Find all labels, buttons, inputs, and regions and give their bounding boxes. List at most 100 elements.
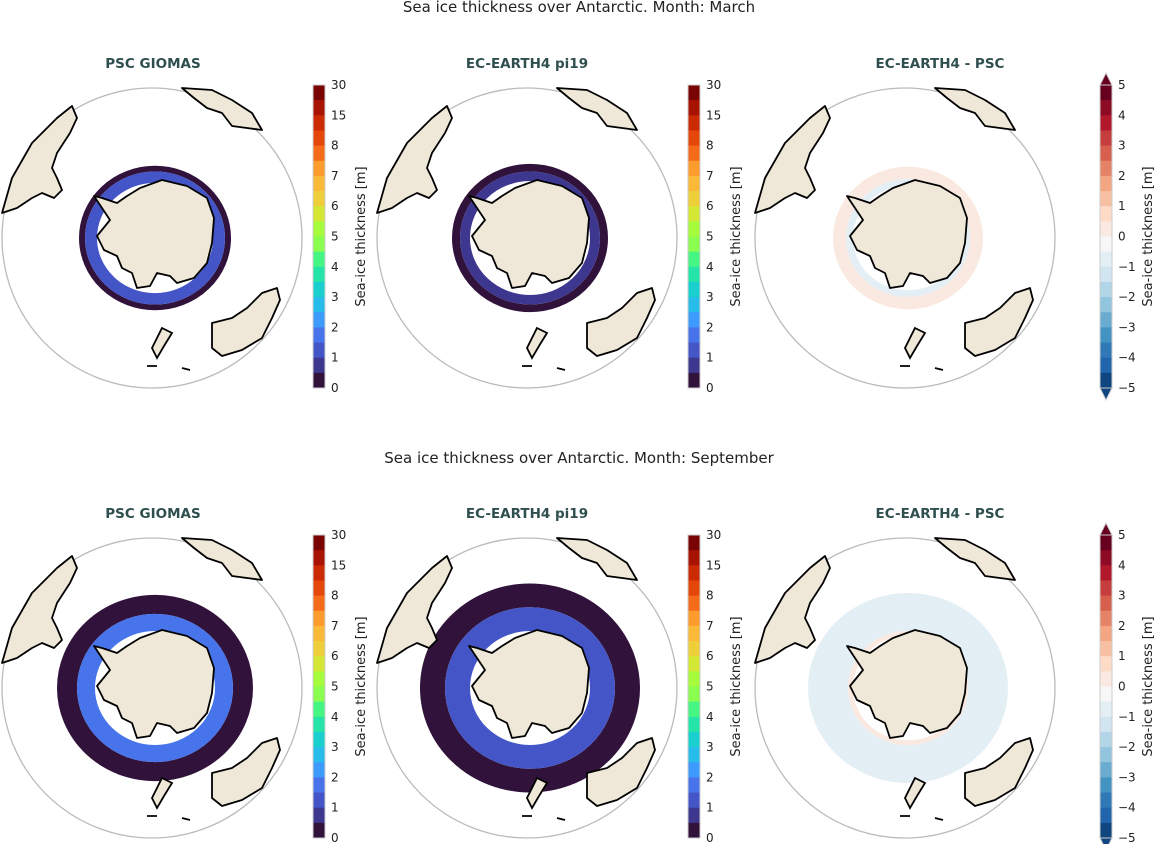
antarctica-landmass (93, 179, 215, 289)
sea-ice-band (833, 166, 983, 310)
colorbar-map-psc-september: 30 15 8 7 6 5 4 3 2 1 0 Sea-ice thickness [m] (312, 528, 369, 844)
new-zealand-landmass (522, 776, 566, 821)
south-america-landmass (376, 105, 453, 214)
colorbar-tick-label: 0 (1118, 680, 1126, 694)
colorbar-bin (688, 822, 700, 839)
colorbar-bin (313, 191, 325, 207)
colorbar-tick-label: 3 (331, 290, 339, 304)
map-psc-march (1, 87, 303, 389)
sea-ice-band (808, 592, 1008, 784)
colorbar-bin (313, 266, 325, 283)
colorbar-bin (1100, 701, 1112, 718)
colorbar-bin (688, 580, 700, 597)
map-ec-september (376, 537, 678, 839)
colorbar-bin (688, 160, 700, 177)
colorbar-bin (688, 610, 700, 627)
colorbar-bin (1100, 175, 1112, 192)
new-zealand-landmass (147, 326, 191, 371)
colorbar-bin (688, 625, 700, 642)
colorbar-frame (312, 84, 326, 389)
colorbar-tick-label: −2 (1118, 740, 1136, 754)
colorbar-bin (313, 357, 325, 374)
colorbar-bin (688, 327, 700, 344)
colorbar-tick-label: 7 (331, 619, 339, 633)
antarctica-landmass (846, 629, 968, 739)
colorbar-tick-label: 5 (331, 680, 339, 694)
panel-title-psc-september: PSC GIOMAS (105, 506, 201, 522)
south-america-landmass (1, 555, 78, 664)
south-america-landmass (376, 555, 453, 664)
colorbar-tick-label: 4 (331, 710, 339, 724)
colorbar-bin (688, 236, 700, 253)
colorbar-tick-label: 1 (706, 351, 714, 365)
colorbar-tick-label: 15 (706, 558, 721, 572)
colorbar-map-diff-september: 5 4 3 2 1 0 −1 −2 −3 −4 −5 Sea-ice thickness [m] (1099, 521, 1156, 844)
sea-ice-band (452, 163, 608, 313)
colorbar-bin (688, 671, 700, 687)
colorbar-bin (313, 762, 325, 778)
colorbar-bin (313, 625, 325, 642)
colorbar-tick-label: −1 (1118, 260, 1136, 274)
colorbar-bin (1100, 206, 1112, 222)
sea-ice-band (77, 613, 233, 763)
colorbar-bin (1100, 610, 1112, 627)
colorbar-bin (1100, 327, 1112, 344)
colorbar-bin (1100, 625, 1112, 642)
panel-title-psc-march: PSC GIOMAS (105, 56, 201, 72)
colorbar-tick-label: −3 (1118, 320, 1136, 334)
sea-ice-band (460, 171, 600, 305)
colorbar-bin (313, 641, 325, 657)
colorbar-tick-label: 0 (331, 381, 339, 395)
panel-title-diff-september: EC-EARTH4 - PSC (875, 506, 1005, 522)
colorbar-tick-label: 1 (331, 801, 339, 815)
colorbar-bin (313, 206, 325, 222)
colorbar-tick-label: 7 (706, 619, 714, 633)
colorbar-tick-label: −5 (1118, 381, 1136, 395)
colorbar-tick-label: 5 (706, 230, 714, 244)
new-zealand-landmass (900, 776, 944, 821)
colorbar-bin (688, 595, 700, 612)
colorbar-tick-label: −4 (1118, 801, 1136, 815)
colorbar-bin (688, 85, 700, 101)
colorbar-bin (313, 822, 325, 839)
colorbar-bin (688, 535, 700, 551)
colorbar-tick-label: 4 (706, 710, 714, 724)
colorbar-bin (313, 236, 325, 253)
colorbar-extend-min (1099, 387, 1113, 402)
colorbar-bin (1100, 641, 1112, 657)
colorbar-bin (313, 130, 325, 147)
colorbar-tick-label: 2 (706, 320, 714, 334)
sea-ice-band (420, 583, 640, 793)
colorbar-bin (313, 671, 325, 687)
colorbar-tick-label: 30 (706, 78, 721, 92)
colorbar-tick-label: 6 (706, 649, 714, 663)
colorbar-frame (1099, 84, 1113, 389)
colorbar-bin (1100, 312, 1112, 328)
antarctica-landmass (846, 179, 968, 289)
map-diff-september (754, 537, 1056, 839)
colorbar-bin (313, 807, 325, 824)
colorbar-frame (687, 84, 701, 389)
colorbar-bin (1100, 372, 1112, 389)
colorbar-bin (688, 807, 700, 824)
colorbar-frame (687, 534, 701, 839)
colorbar-tick-label: 3 (1118, 589, 1126, 603)
colorbar-tick-label: 2 (706, 770, 714, 784)
south-america-landmass (1, 105, 78, 214)
australia-landmass (964, 737, 1034, 807)
colorbar-extend-min (1099, 837, 1113, 844)
colorbar-frame (312, 534, 326, 839)
row1-title: Sea ice thickness over Antarctic. Month:… (402, 0, 756, 16)
colorbar-bin (313, 550, 325, 566)
colorbar-tick-label: −3 (1118, 770, 1136, 784)
colorbar-bin (313, 792, 325, 809)
colorbar-bin (313, 731, 325, 748)
colorbar-map-ec-march: 30 15 8 7 6 5 4 3 2 1 0 Sea-ice thickness [m] (687, 78, 744, 395)
colorbar-bin (313, 160, 325, 177)
colorbar-frame (1099, 534, 1113, 839)
map-psc-september (1, 537, 303, 839)
colorbar-bin (688, 130, 700, 147)
colorbar-tick-label: 2 (1118, 169, 1126, 183)
colorbar-bin (313, 777, 325, 794)
colorbar-bin (688, 297, 700, 313)
